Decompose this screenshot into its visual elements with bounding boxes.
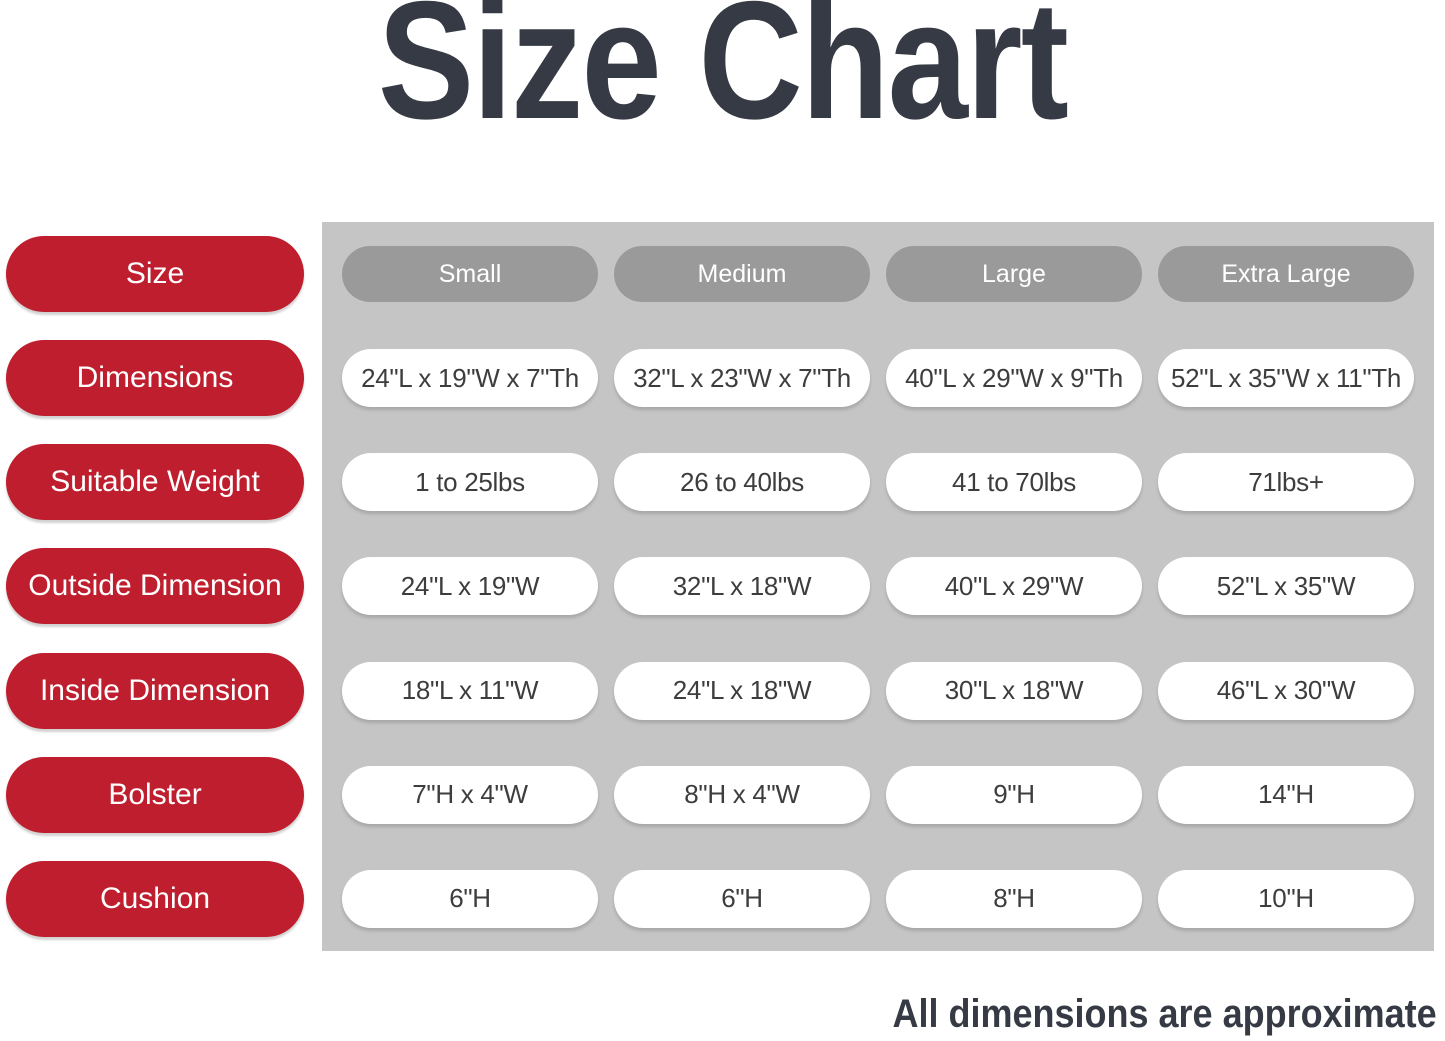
cell-cushion-small: 6"H <box>342 869 598 928</box>
row-label-outside-dimension: Outside Dimension <box>6 548 304 625</box>
cell-cushion-medium: 6"H <box>614 869 870 928</box>
cell-weight-extra-large: 71lbs+ <box>1158 453 1414 512</box>
cell-dimensions-large: 40"L x 29"W x 9"Th <box>886 349 1142 408</box>
col-header-extra-large: Extra Large <box>1158 246 1414 303</box>
table-row-cushion: Cushion 6"H 6"H 8"H 10"H <box>0 847 1434 951</box>
cell-inside-small: 18"L x 11"W <box>342 661 598 720</box>
page-title: Size Chart <box>377 0 1069 154</box>
cell-dimensions-medium: 32"L x 23"W x 7"Th <box>614 349 870 408</box>
row-label-bolster: Bolster <box>6 756 304 833</box>
table-header-row: Size Small Medium Large Extra Large <box>0 222 1434 326</box>
corner-label-cell: Size <box>0 236 322 313</box>
table-row-bolster: Bolster 7"H x 4"W 8"H x 4"W 9"H 14"H <box>0 743 1434 847</box>
cell-bolster-extra-large: 14"H <box>1158 765 1414 824</box>
cell-inside-medium: 24"L x 18"W <box>614 661 870 720</box>
table-row-suitable-weight: Suitable Weight 1 to 25lbs 26 to 40lbs 4… <box>0 430 1434 534</box>
table-row-inside-dimension: Inside Dimension 18"L x 11"W 24"L x 18"W… <box>0 639 1434 743</box>
cell-inside-large: 30"L x 18"W <box>886 661 1142 720</box>
cell-bolster-medium: 8"H x 4"W <box>614 765 870 824</box>
size-chart-table: Size Small Medium Large Extra Large Dime… <box>0 222 1434 951</box>
header-cells: Small Medium Large Extra Large <box>322 246 1434 303</box>
cell-outside-small: 24"L x 19"W <box>342 557 598 616</box>
cell-outside-large: 40"L x 29"W <box>886 557 1142 616</box>
cell-cushion-extra-large: 10"H <box>1158 869 1414 928</box>
row-label-dimensions: Dimensions <box>6 340 304 417</box>
cell-dimensions-small: 24"L x 19"W x 7"Th <box>342 349 598 408</box>
cell-outside-extra-large: 52"L x 35"W <box>1158 557 1414 616</box>
cell-bolster-large: 9"H <box>886 765 1142 824</box>
table-row-dimensions: Dimensions 24"L x 19"W x 7"Th 32"L x 23"… <box>0 326 1434 430</box>
cell-weight-large: 41 to 70lbs <box>886 453 1142 512</box>
cell-weight-medium: 26 to 40lbs <box>614 453 870 512</box>
cell-weight-small: 1 to 25lbs <box>342 453 598 512</box>
col-header-large: Large <box>886 246 1142 303</box>
cell-cushion-large: 8"H <box>886 869 1142 928</box>
cell-inside-extra-large: 46"L x 30"W <box>1158 661 1414 720</box>
row-label-cushion: Cushion <box>6 860 304 937</box>
row-label-inside-dimension: Inside Dimension <box>6 652 304 729</box>
col-header-medium: Medium <box>614 246 870 303</box>
row-label-size: Size <box>6 236 304 313</box>
row-label-suitable-weight: Suitable Weight <box>6 444 304 521</box>
col-header-small: Small <box>342 246 598 303</box>
cell-outside-medium: 32"L x 18"W <box>614 557 870 616</box>
cell-bolster-small: 7"H x 4"W <box>342 765 598 824</box>
table-row-outside-dimension: Outside Dimension 24"L x 19"W 32"L x 18"… <box>0 534 1434 638</box>
cell-dimensions-extra-large: 52"L x 35"W x 11"Th <box>1158 349 1414 408</box>
footer-note: All dimensions are approximate <box>892 992 1437 1036</box>
